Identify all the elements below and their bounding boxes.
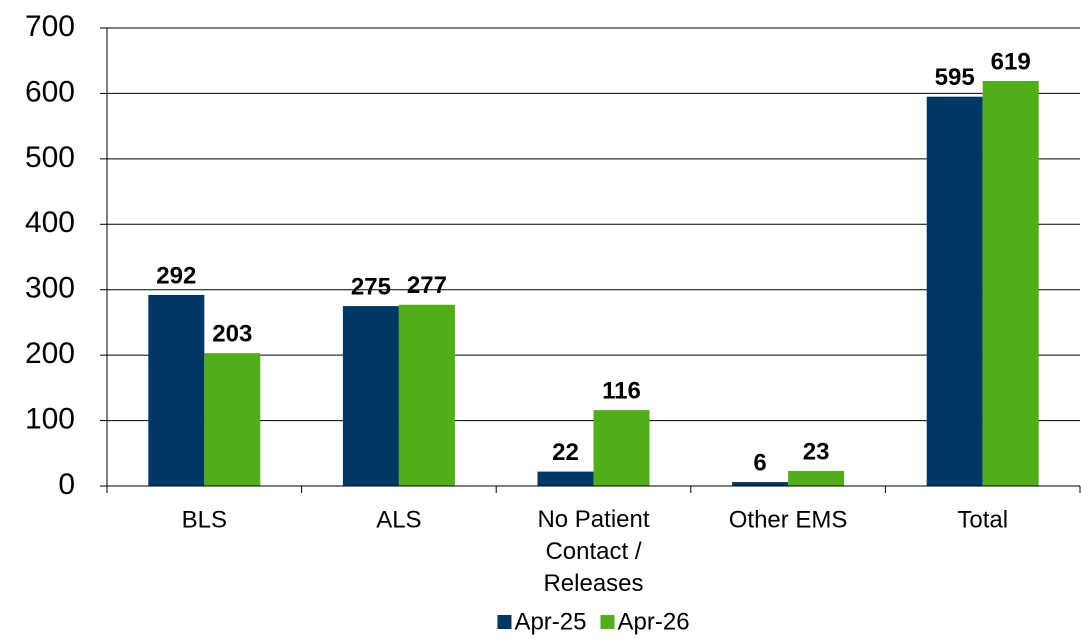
bar [788,470,845,486]
y-tick-label: 100 [25,402,75,435]
y-tick-label: 0 [58,468,75,501]
bar [982,80,1039,487]
x-tick-label: BLS [182,506,227,533]
x-tick-label-line: No Patient [537,506,649,533]
y-tick-label: 600 [25,75,75,108]
x-tick-label: Other EMS [729,506,848,533]
x-tick-label: ALS [376,506,421,533]
bar [593,410,650,486]
value-label: 22 [552,439,579,466]
x-tick-label-line: Contact / [545,538,641,565]
value-label: 116 [602,377,641,404]
bar [148,294,205,486]
value-label: 292 [156,262,196,289]
value-label: 277 [407,272,447,299]
value-label: 275 [351,273,391,300]
y-tick-label: 500 [25,141,75,174]
legend: Apr-25 Apr-26 [497,608,690,635]
bar [204,353,261,486]
y-tick-label: 200 [25,337,75,370]
legend-swatch [497,615,512,629]
bar [342,306,399,486]
bar [926,96,983,486]
value-label: 595 [935,64,975,91]
y-tick-label: 400 [25,206,75,239]
bar [398,304,455,486]
x-tick-label: Total [957,506,1008,533]
legend-label: Apr-26 [618,608,690,635]
legend-swatch [600,615,615,629]
x-tick-label-line: Releases [543,570,643,597]
legend-label: Apr-25 [514,608,586,635]
value-label: 619 [991,48,1031,75]
value-label: 203 [212,321,252,348]
bar [732,482,789,486]
value-label: 23 [803,438,830,465]
x-tick-label: No Patient Contact / Releases [537,506,649,597]
value-label: 6 [753,449,766,476]
y-tick-label: 300 [25,272,75,305]
y-tick-label: 700 [25,10,75,43]
bar [537,471,594,486]
